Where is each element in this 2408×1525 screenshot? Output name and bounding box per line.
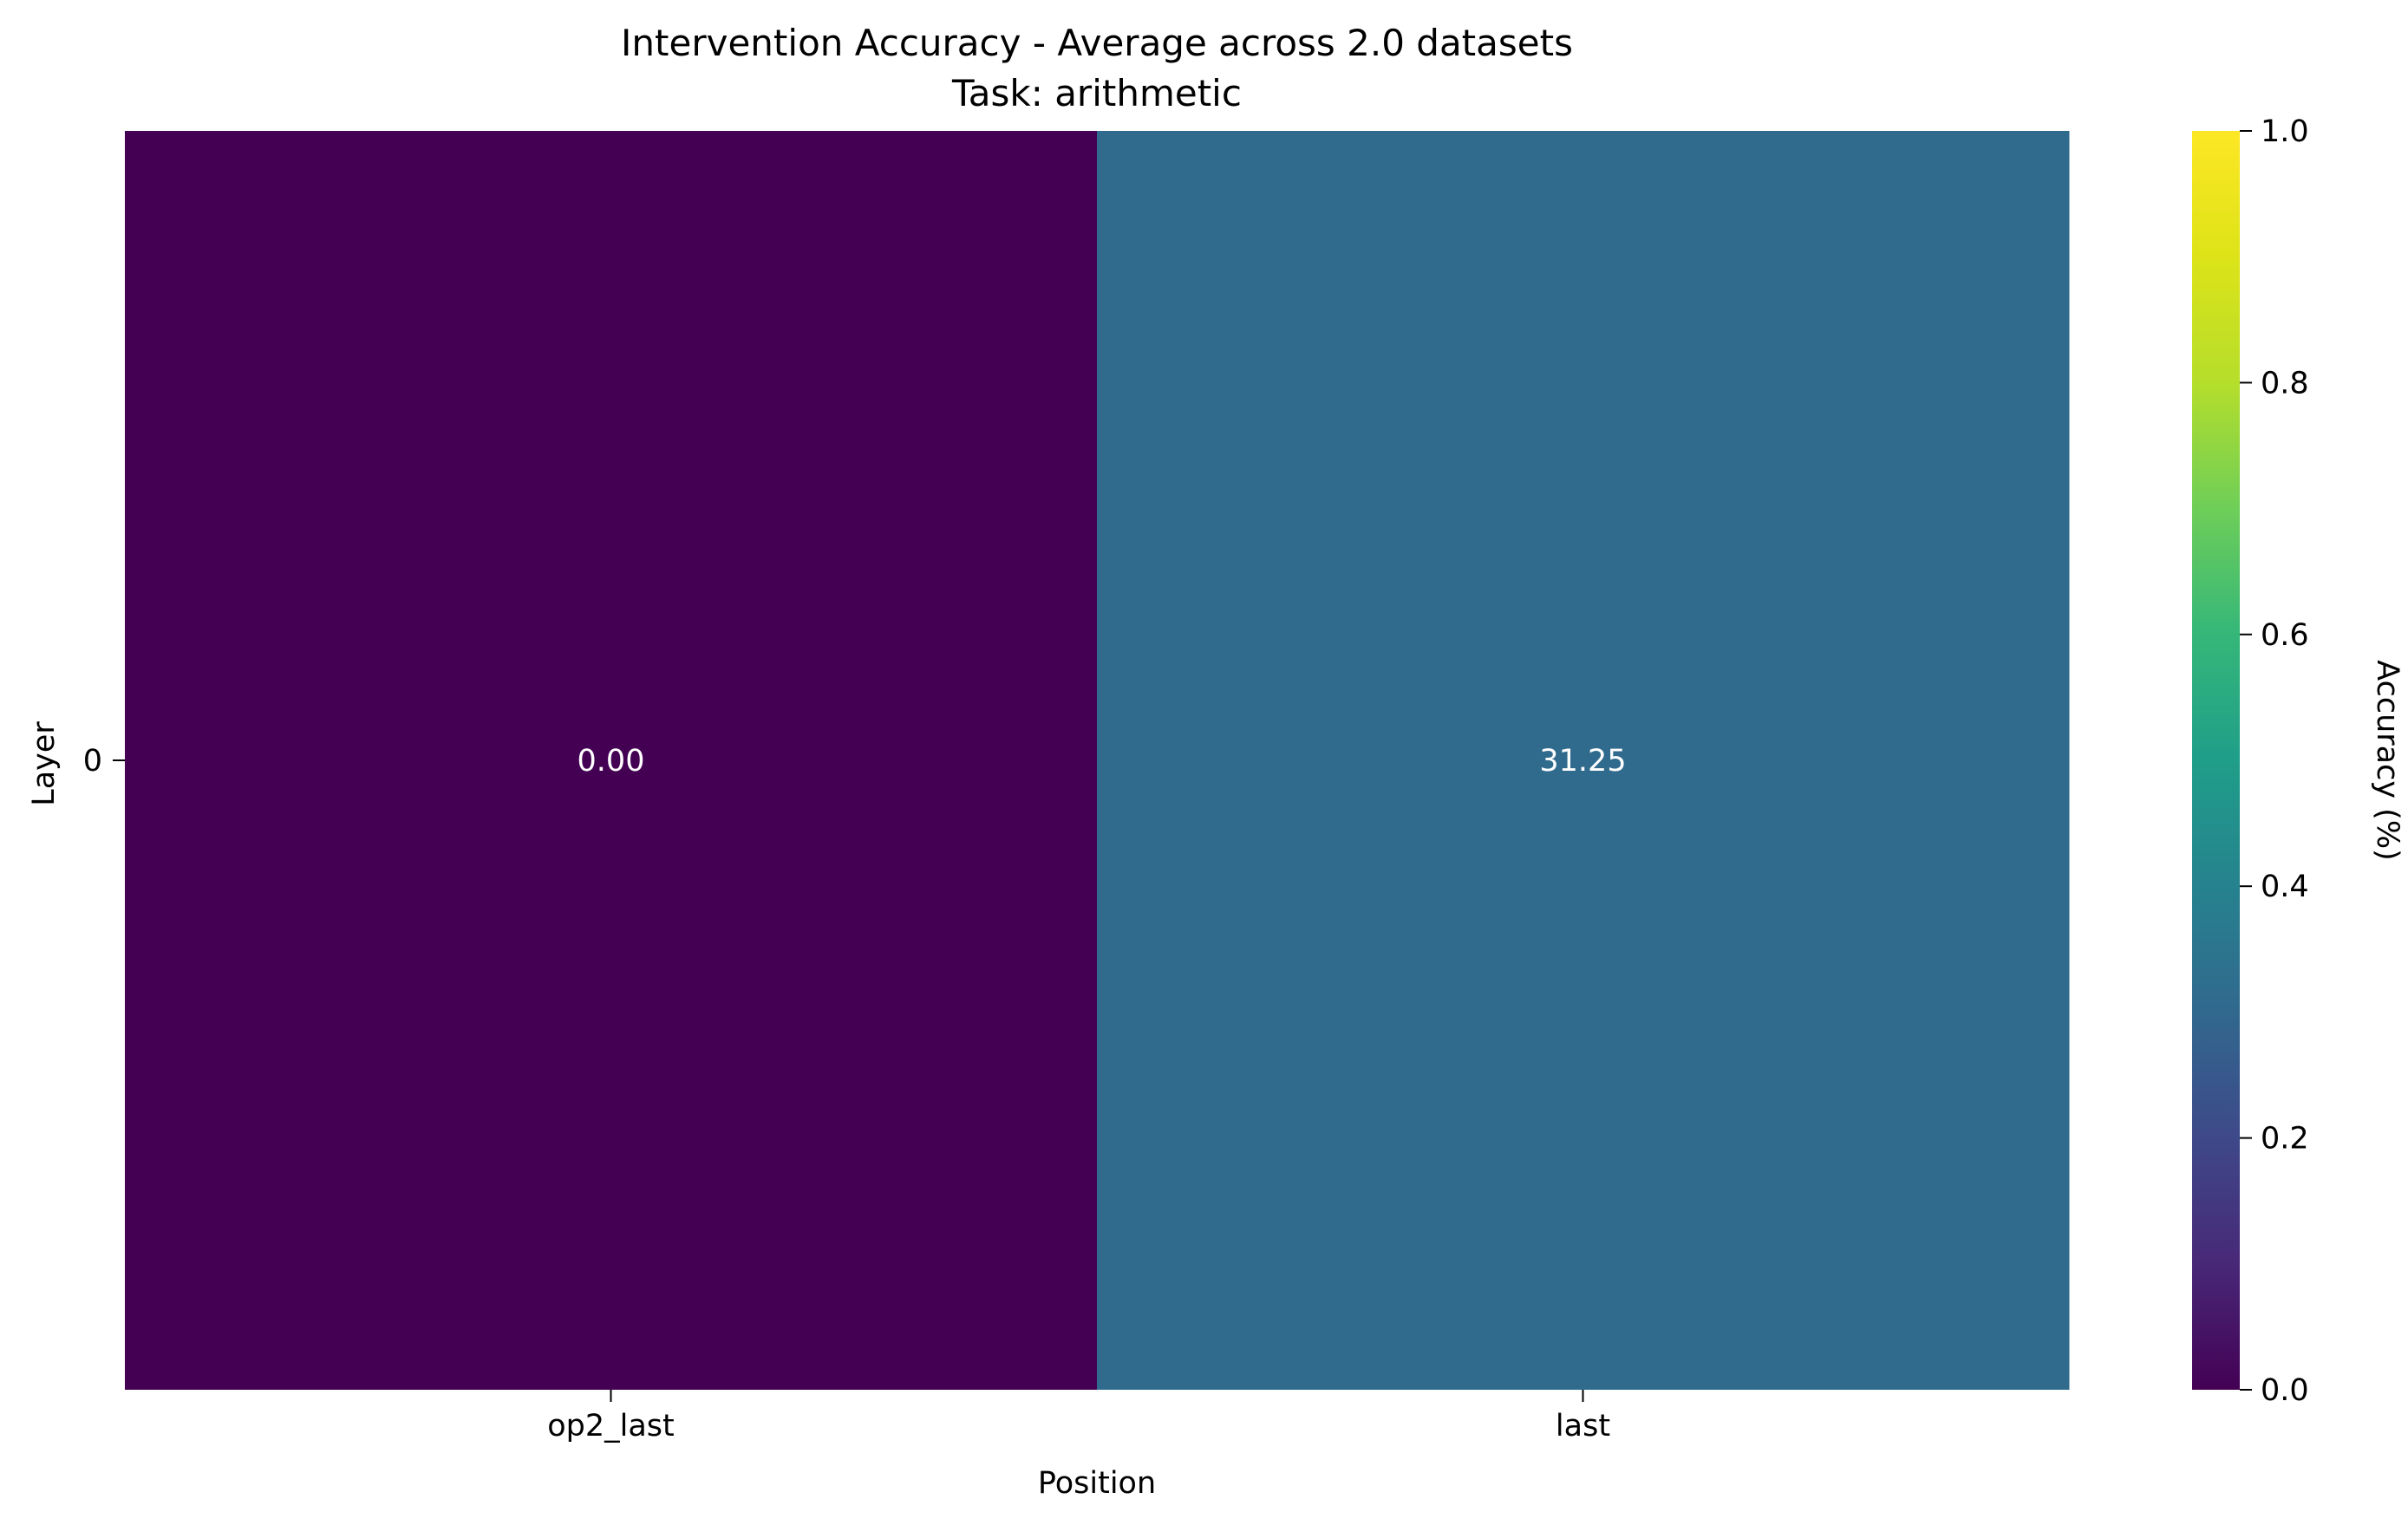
heatmap-cell [1097,131,2070,1390]
cell-value-label: 0.00 [578,744,645,779]
heatmap-cell [125,131,1098,1390]
y-axis-label: Layer [27,721,62,806]
chart-title: Intervention Accuracy - Average across 2… [621,22,1573,64]
colorbar-tick-label: 1.0 [2261,114,2309,149]
x-tick-label: op2_last [547,1409,675,1444]
colorbar [2192,131,2240,1390]
colorbar-tick-label: 0.2 [2261,1122,2309,1157]
colorbar-tick-label: 0.0 [2261,1373,2309,1408]
heatmap-cells [125,131,2070,1390]
x-axis-label: Position [1038,1466,1156,1501]
x-tick-label: last [1556,1409,1610,1444]
colorbar-tick-label: 0.6 [2261,618,2309,653]
y-axis: 0 [83,744,125,779]
colorbar-ticks: 0.0 0.2 0.4 0.6 0.8 1.0 [2240,114,2309,1408]
colorbar-tick-label: 0.8 [2261,366,2309,401]
colorbar-label: Accuracy (%) [2370,660,2405,860]
cell-value-label: 31.25 [1539,744,1626,779]
colorbar-tick-label: 0.4 [2261,870,2309,904]
heatmap-cell-labels: 0.00 31.25 [578,744,1627,779]
y-tick-label: 0 [83,744,102,779]
chart-subtitle: Task: arithmetic [951,72,1242,114]
x-axis: op2_last last [547,1390,1610,1444]
